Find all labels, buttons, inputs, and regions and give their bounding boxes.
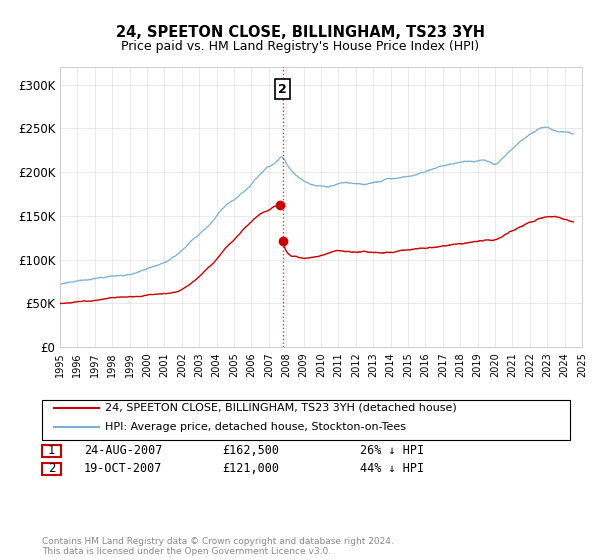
Text: £162,500: £162,500 <box>222 444 279 458</box>
Text: Contains HM Land Registry data © Crown copyright and database right 2024.: Contains HM Land Registry data © Crown c… <box>42 537 394 546</box>
Text: 24, SPEETON CLOSE, BILLINGHAM, TS23 3YH: 24, SPEETON CLOSE, BILLINGHAM, TS23 3YH <box>115 25 485 40</box>
Text: HPI: Average price, detached house, Stockton-on-Tees: HPI: Average price, detached house, Stoc… <box>105 422 406 432</box>
Text: 44% ↓ HPI: 44% ↓ HPI <box>360 462 424 475</box>
Text: 1: 1 <box>48 444 55 458</box>
Text: This data is licensed under the Open Government Licence v3.0.: This data is licensed under the Open Gov… <box>42 547 331 556</box>
Text: 19-OCT-2007: 19-OCT-2007 <box>84 462 163 475</box>
Text: £121,000: £121,000 <box>222 462 279 475</box>
Text: 24-AUG-2007: 24-AUG-2007 <box>84 444 163 458</box>
Text: 26% ↓ HPI: 26% ↓ HPI <box>360 444 424 458</box>
Text: 2: 2 <box>278 82 287 96</box>
Text: Price paid vs. HM Land Registry's House Price Index (HPI): Price paid vs. HM Land Registry's House … <box>121 40 479 53</box>
Text: 24, SPEETON CLOSE, BILLINGHAM, TS23 3YH (detached house): 24, SPEETON CLOSE, BILLINGHAM, TS23 3YH … <box>105 403 457 413</box>
Text: 2: 2 <box>48 462 55 475</box>
